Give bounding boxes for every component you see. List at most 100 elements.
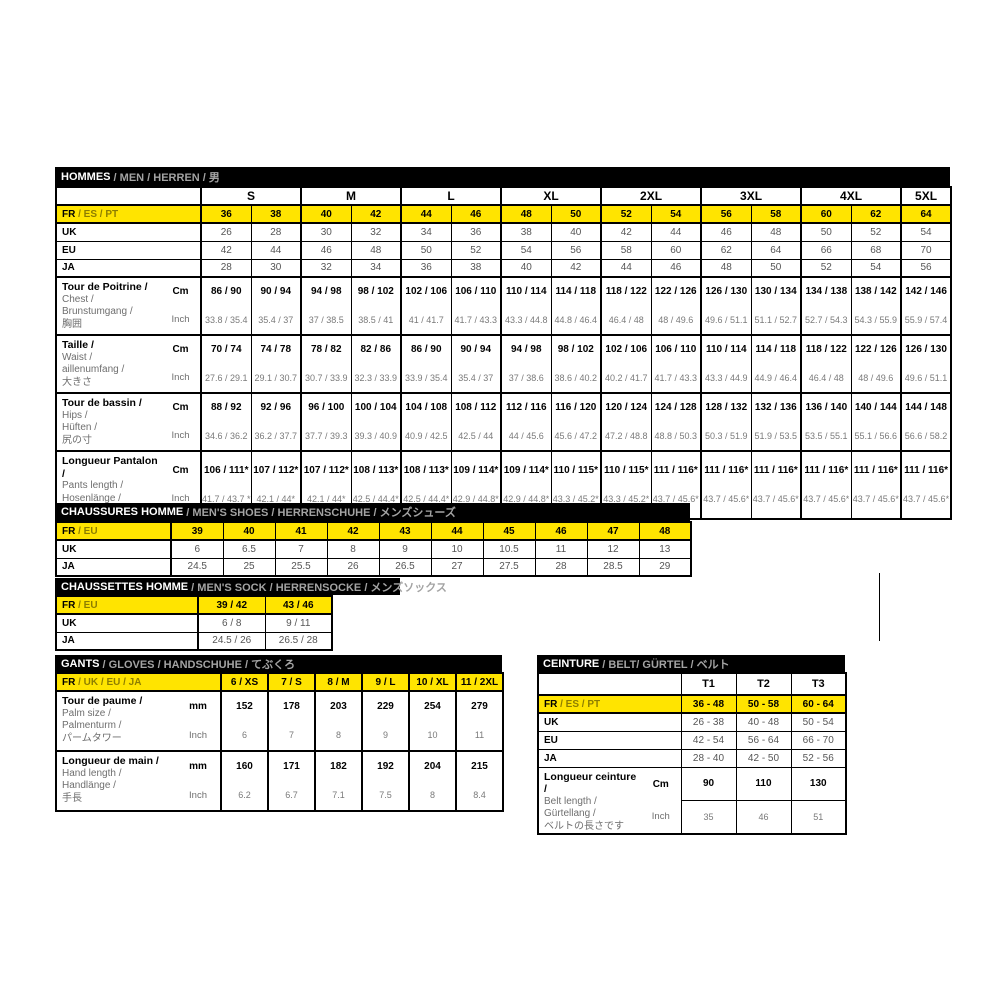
size-cell: 48 xyxy=(500,204,552,224)
size-cell: 42 xyxy=(550,258,602,278)
belt-inch-cell: 46 xyxy=(735,800,792,835)
inch-value: 53.5 / 55.1 xyxy=(805,431,848,441)
table-row: JA 24.5 / 26 26.5 / 28 xyxy=(55,631,333,651)
belt-inch-cell: 35 xyxy=(680,800,737,835)
measure-row: Taille / Waist / aillenumfang / 大きさ Cm Inch 70… xyxy=(55,334,952,394)
size-cell: 60 - 64 xyxy=(790,694,847,714)
primary-value: 111 / 116* xyxy=(904,464,949,476)
primary-value: 88 / 92 xyxy=(210,402,242,413)
size-cell: 48 xyxy=(350,240,402,260)
row-label-secondary: / ES / PT xyxy=(75,208,119,220)
measure-cell: 203 8 xyxy=(314,690,363,752)
unit-bottom: Inch xyxy=(171,314,190,325)
size-cell: 11 / 2XL xyxy=(455,672,504,692)
unit-cell: Cm Inch xyxy=(161,334,202,394)
primary-value: 104 / 108 xyxy=(405,402,448,413)
row-label-main: JA xyxy=(62,561,75,573)
inch-value: 42.9 / 44.8* xyxy=(503,493,550,504)
row-label-main: JA xyxy=(62,635,75,647)
inch-value: 43.7 / 45.6* xyxy=(903,493,950,504)
size-cell: 28 xyxy=(534,557,588,577)
belt-size-grid: T1 T2 T3 FR / ES / PT 36 - 48 50 - 58 60 - 64 U… xyxy=(537,672,847,835)
inch-value: 7 xyxy=(288,730,294,740)
measure-cell: 98 / 102 38.5 / 41 xyxy=(350,276,402,336)
inch-value: 6.2 xyxy=(238,790,251,800)
belt-size-label: T3 xyxy=(790,672,847,696)
measure-cell: 254 10 xyxy=(408,690,457,752)
measure-label-line: パームタワー xyxy=(62,732,122,744)
measure-label: Tour de paume / Palm size / Palmenturm / パー… xyxy=(55,690,176,752)
row-label-main: UK xyxy=(62,617,77,629)
table-row: FR / ES / PT 36 - 48 50 - 58 60 - 64 xyxy=(537,694,847,714)
belt-table-title-bar: CEINTURE / BELT/ GÜRTEL / ベルト xyxy=(537,655,845,672)
measure-label-line: Handlänge / xyxy=(62,780,116,791)
size-cell: 40 xyxy=(222,521,276,541)
size-cell: 9 xyxy=(378,539,432,559)
inch-value: 30.7 / 33.9 xyxy=(304,373,348,383)
size-cell: 7 xyxy=(274,539,328,559)
table-row: JA 28 30 32 34 36 38 40 42 44 46 48 50 52 54 56 xyxy=(55,258,952,278)
size-cell: 44 xyxy=(250,240,302,260)
inch-value: 6 xyxy=(241,730,247,740)
primary-value: 106 / 110 xyxy=(655,344,697,355)
table-row: FR / EU 39 40 41 42 43 44 45 46 47 48 xyxy=(55,521,692,541)
measure-cell: 74 / 78 29.1 / 30.7 xyxy=(250,334,302,394)
size-group-label: XL xyxy=(500,186,602,206)
size-cell: 48 xyxy=(700,258,752,278)
row-label-main: UK xyxy=(544,716,559,728)
size-cell: 32 xyxy=(350,222,402,242)
inch-value: 40.9 / 42.5 xyxy=(404,431,448,441)
table-row: FR / ES / PT 36 38 40 42 44 46 48 50 52 54 56 58 60 62… xyxy=(55,204,952,224)
measure-cell: 171 6.7 xyxy=(267,750,316,812)
row-label-main: UK xyxy=(62,226,77,238)
inch-value: 41.7 / 43.3 xyxy=(454,315,498,325)
inch-value: 43.7 / 45.6* xyxy=(752,493,799,504)
inch-value: 9 xyxy=(382,730,388,740)
primary-value: 124 / 128 xyxy=(654,402,697,413)
size-cell: 50 xyxy=(750,258,802,278)
measure-cell: 110 / 114 43.3 / 44.9 xyxy=(700,334,752,394)
measure-cell: 126 / 130 49.6 / 51.1 xyxy=(900,334,952,394)
size-cell: 42 xyxy=(600,222,652,242)
inch-value: 35.4 / 37 xyxy=(458,373,494,383)
size-cell: 58 xyxy=(600,240,652,260)
primary-value: 134 / 138 xyxy=(805,286,848,297)
primary-value: 106 / 110 xyxy=(455,286,497,297)
shoes-table-title-secondary: / MEN'S SHOES / HERRENSCHUHE / メンズシューズ xyxy=(183,507,456,519)
table-row: UK 26 28 30 32 34 36 38 40 42 44 46 48 50 52 54 xyxy=(55,222,952,242)
inch-value: 43.3 / 44.8 xyxy=(504,315,548,325)
size-cell: 42 xyxy=(350,204,402,224)
corner-cell xyxy=(55,186,202,206)
inch-value: 6.7 xyxy=(285,790,298,800)
primary-value: 111 / 116* xyxy=(704,464,749,476)
primary-value: 90 / 94 xyxy=(260,286,292,297)
measure-cell: 122 / 126 48 / 49.6 xyxy=(650,276,702,336)
inch-value: 56.6 / 58.2 xyxy=(904,431,948,441)
belt-cm-cell: 130 xyxy=(790,766,847,801)
size-cell: 42 - 54 xyxy=(680,730,737,750)
size-cell: 52 xyxy=(600,204,652,224)
unit-top: Cm xyxy=(172,344,189,355)
unit-bottom: Inch xyxy=(171,492,190,504)
table-row: JA 28 - 40 42 - 50 52 - 56 xyxy=(537,748,847,768)
row-label-main: EU xyxy=(62,244,76,256)
size-cell: 64 xyxy=(750,240,802,260)
size-cell: 50 - 58 xyxy=(735,694,792,714)
size-cell: 42 xyxy=(326,521,380,541)
inch-value: 47.2 / 48.8 xyxy=(604,431,648,441)
primary-value: 132 / 136 xyxy=(754,402,797,413)
size-cell: 12 xyxy=(586,539,640,559)
inch-value: 34.6 / 36.2 xyxy=(204,431,248,441)
inch-value: 51.1 / 52.7 xyxy=(754,315,798,325)
row-label-secondary: / EU xyxy=(75,525,98,537)
size-cell: 64 xyxy=(900,204,952,224)
inch-value: 43.7 / 45.6* xyxy=(652,493,699,504)
primary-value: 136 / 140 xyxy=(805,402,848,413)
primary-value: 110 / 114 xyxy=(505,286,547,297)
measure-cell: 94 / 98 37 / 38.5 xyxy=(300,276,352,336)
inch-value: 48 / 49.6 xyxy=(858,373,894,383)
measure-label-line: Taille / xyxy=(62,339,94,351)
size-cell: 46 xyxy=(700,222,752,242)
measure-label-line: Pants length / xyxy=(62,480,124,491)
size-cell: 40 xyxy=(550,222,602,242)
